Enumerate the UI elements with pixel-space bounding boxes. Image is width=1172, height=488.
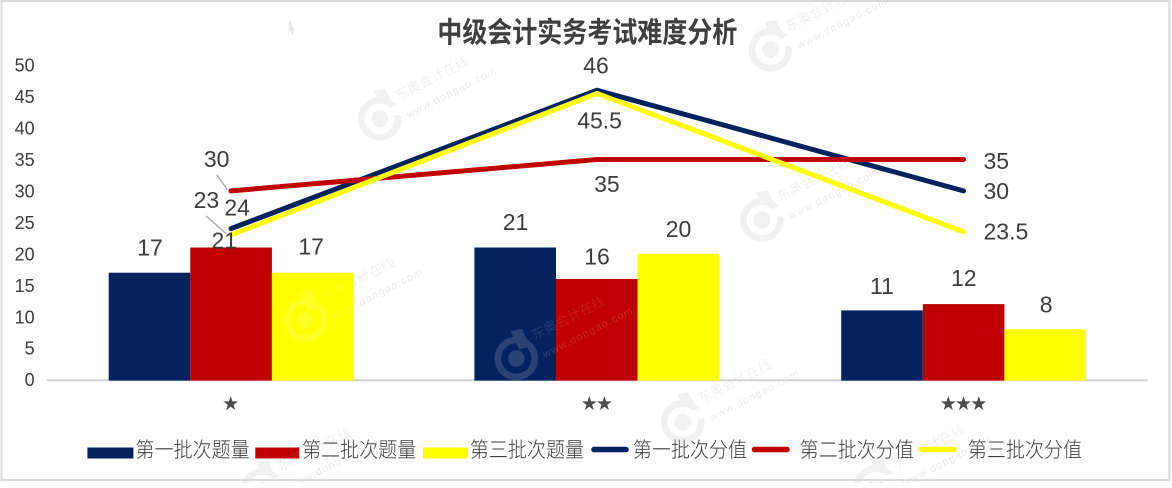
svg-text:30: 30 [15,182,35,202]
svg-text:15: 15 [15,276,35,296]
svg-text:25: 25 [15,213,35,233]
svg-text:35: 35 [594,171,620,197]
svg-text:5: 5 [25,339,35,359]
svg-text:16: 16 [584,243,610,269]
svg-text:24: 24 [224,195,250,221]
svg-text:40: 40 [15,119,35,139]
svg-text:30: 30 [984,178,1010,204]
svg-text:46: 46 [583,53,609,79]
svg-text:21: 21 [212,227,238,253]
svg-text:20: 20 [666,216,692,242]
svg-text:30: 30 [204,146,230,172]
svg-text:45: 45 [15,87,35,107]
svg-text:12: 12 [951,265,977,291]
svg-text:45.5: 45.5 [577,108,622,134]
svg-text:20: 20 [15,244,35,264]
svg-text:50: 50 [15,56,35,76]
svg-text:35: 35 [15,150,35,170]
svg-text:35: 35 [984,148,1010,174]
svg-text:11: 11 [870,273,894,299]
svg-text:0: 0 [25,370,35,390]
svg-text:17: 17 [298,234,324,260]
svg-text:21: 21 [503,209,529,235]
svg-text:17: 17 [137,234,163,260]
svg-text:23: 23 [194,187,220,213]
svg-text:23.5: 23.5 [984,219,1029,245]
svg-text:10: 10 [15,307,35,327]
svg-text:8: 8 [1040,291,1053,317]
